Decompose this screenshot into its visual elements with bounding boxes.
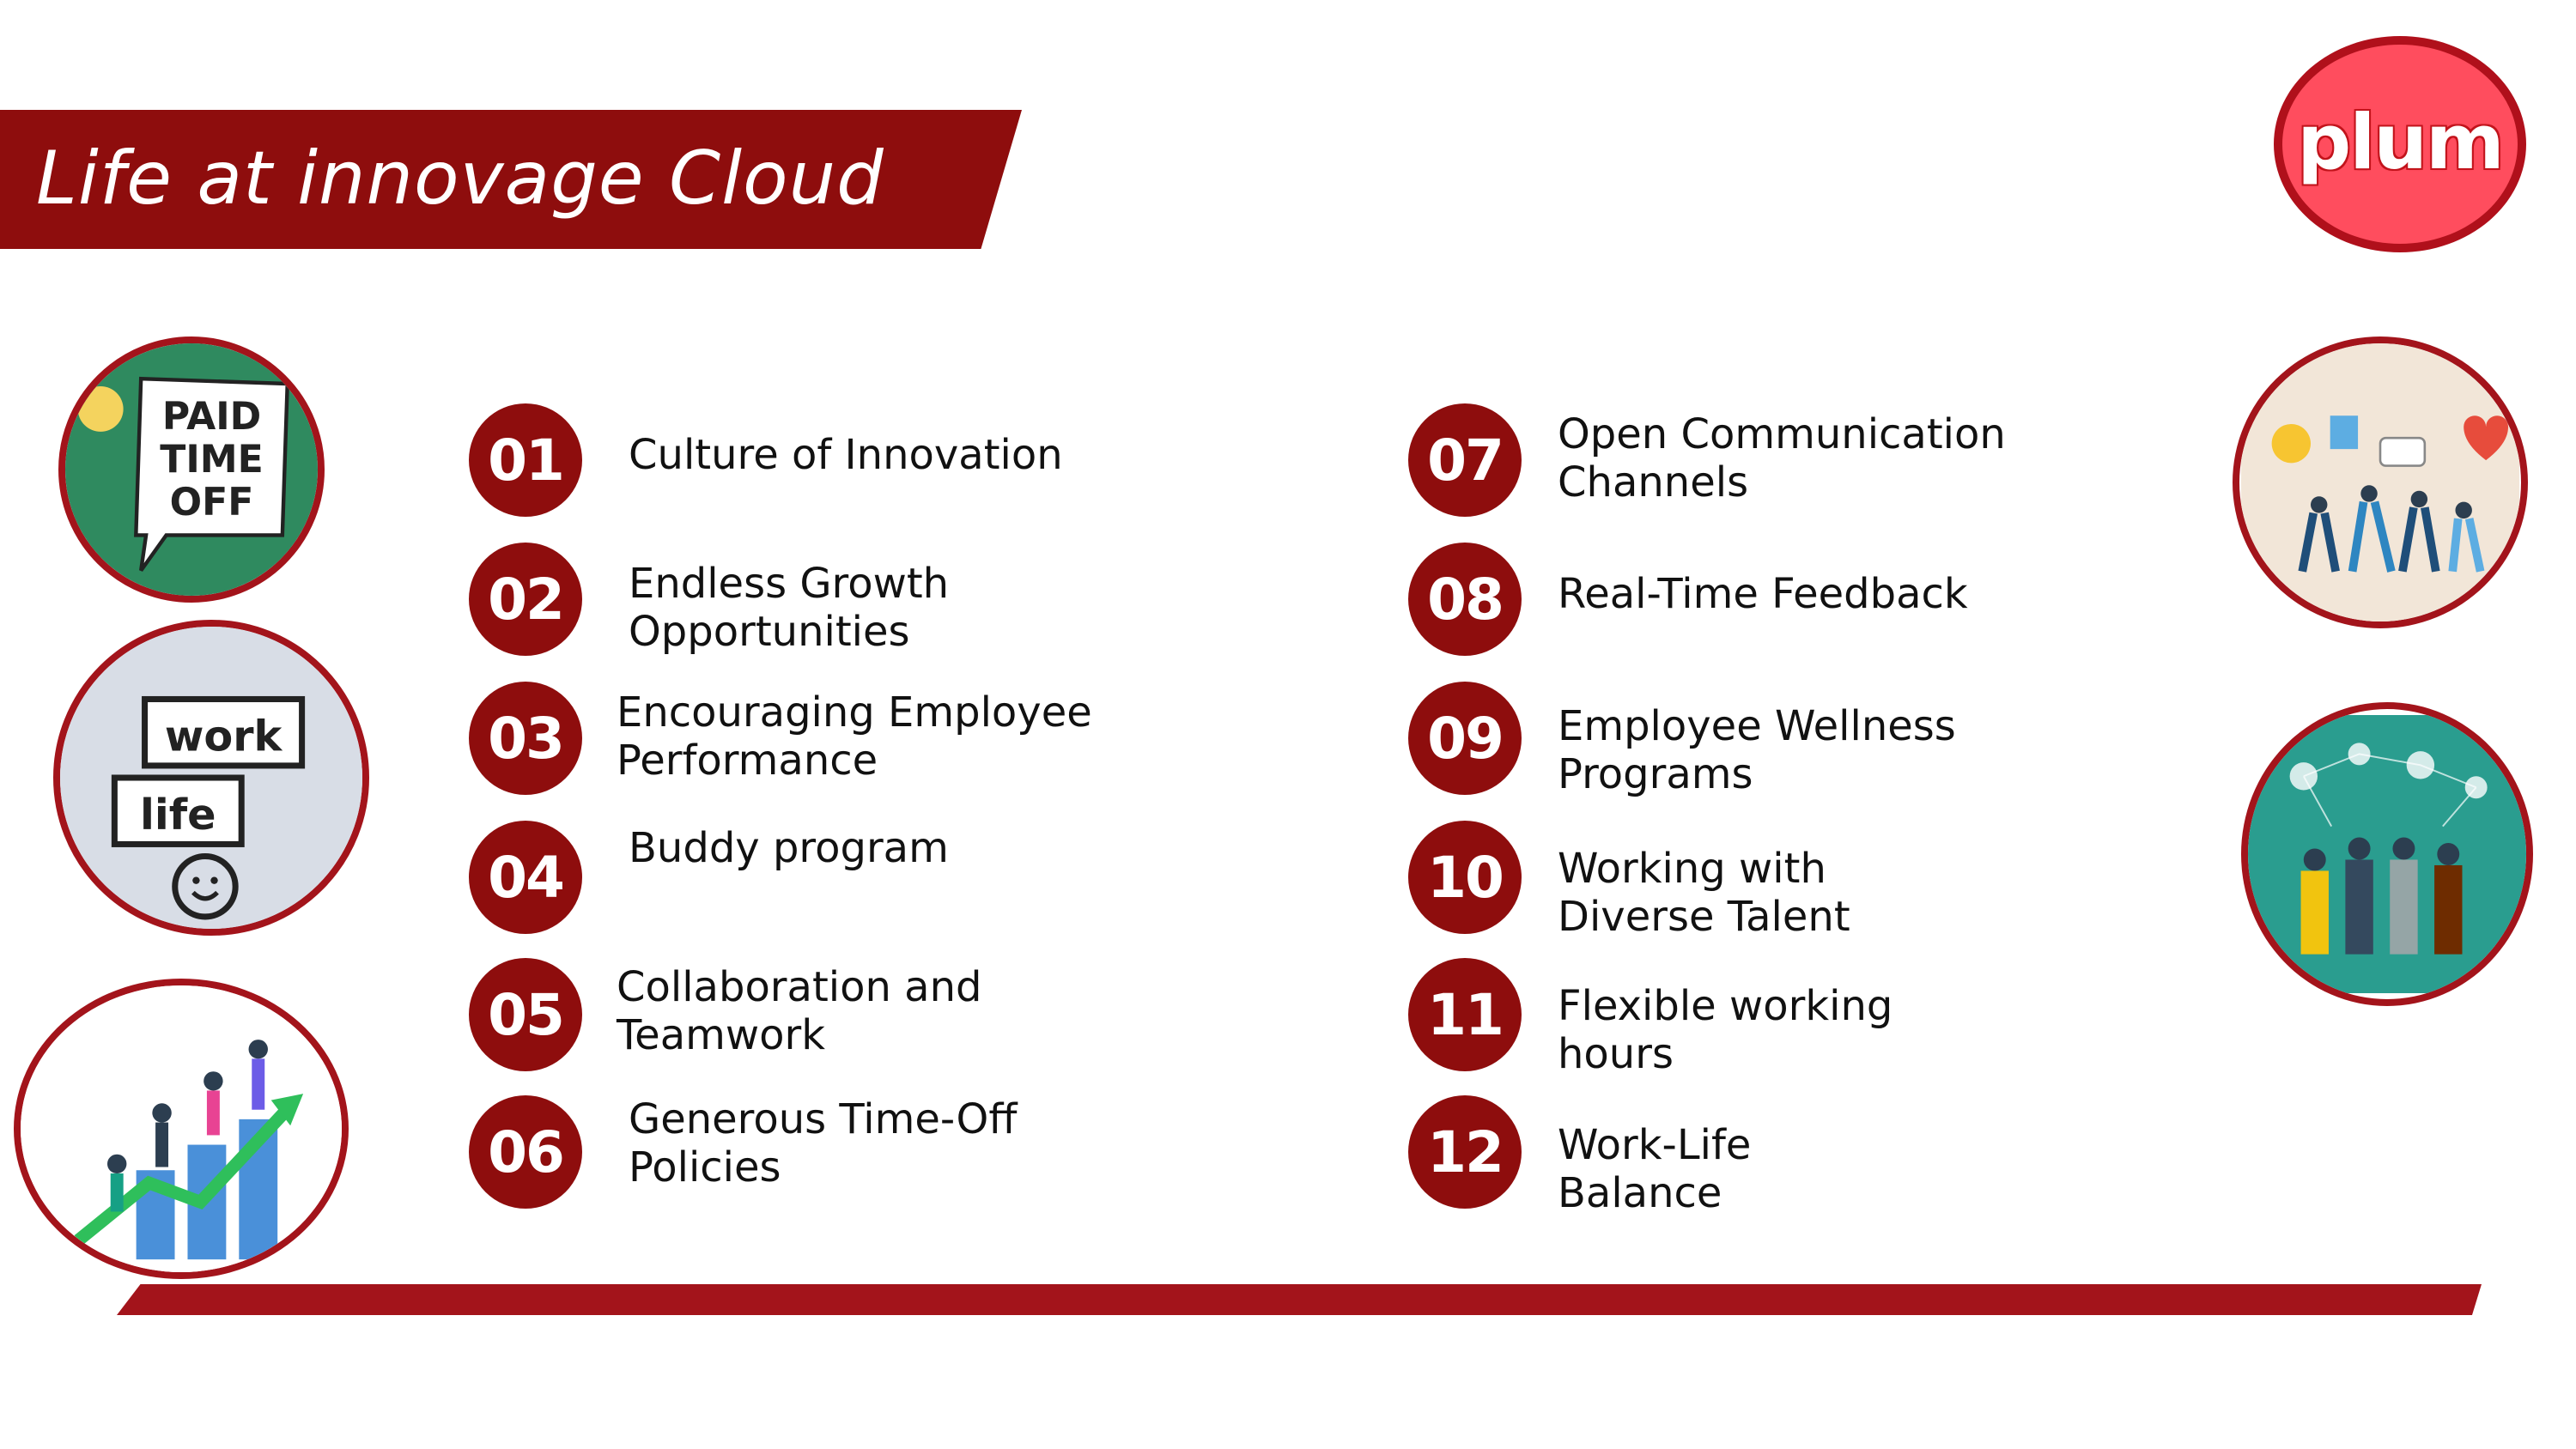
item-label-01: Culture of Innovation (629, 431, 1063, 479)
item-number-12: 12 (1408, 1095, 1522, 1209)
page-title: Life at innovage Cloud (36, 136, 884, 221)
item-line: Employee Wellness (1558, 702, 1956, 750)
work-text: work (165, 711, 283, 761)
item-label-04: Buddy program (629, 824, 949, 872)
title-banner: Life at innovage Cloud (0, 110, 1022, 249)
work-life-illustration: work life (60, 627, 362, 929)
item-number-10: 10 (1408, 821, 1522, 934)
celebration-illustration (2241, 343, 2519, 621)
item-label-05: Collaboration and Teamwork (617, 963, 981, 1059)
item-line: Flexible working (1558, 982, 1893, 1030)
item-line: hours (1558, 1030, 1674, 1078)
item-line: Buddy program (629, 824, 949, 872)
item-number-05: 05 (469, 958, 582, 1071)
item-line: Policies (629, 1143, 781, 1191)
item-line: Encouraging Employee (617, 688, 1092, 737)
item-label-02: Endless Growth Opportunities (629, 560, 949, 656)
item-label-11: Flexible working hours (1558, 982, 1893, 1078)
celebration-image (2233, 336, 2528, 628)
item-line: Endless Growth (629, 560, 950, 608)
item-line: Balance (1558, 1169, 1722, 1217)
logo-text: plum (2297, 97, 2504, 186)
item-line: Culture of Innovation (629, 431, 1063, 479)
item-number-11: 11 (1408, 958, 1522, 1071)
bottom-divider-bar (117, 1284, 2482, 1315)
item-line: Opportunities (629, 608, 910, 656)
plum-logo: plum (2274, 36, 2526, 252)
paid-time-off-image: PAID TIME OFF (58, 336, 325, 603)
team-network-illustration (2248, 715, 2526, 993)
growth-illustration (21, 985, 342, 1272)
item-line: Generous Time-Off (629, 1095, 1018, 1143)
item-number-08: 08 (1408, 543, 1522, 656)
item-label-08: Real-Time Feedback (1558, 570, 1968, 618)
item-line: Working with (1558, 845, 1826, 893)
item-line: Collaboration and (617, 963, 982, 1011)
item-number-04: 04 (469, 821, 582, 934)
item-number-03: 03 (469, 682, 582, 795)
off-text: OFF (170, 481, 254, 524)
item-number-07: 07 (1408, 403, 1522, 517)
item-number-06: 06 (469, 1095, 582, 1209)
item-number-09: 09 (1408, 682, 1522, 795)
item-label-03: Encouraging Employee Performance (617, 688, 1092, 785)
life-text: life (140, 790, 216, 840)
item-label-10: Working with Diverse Talent (1558, 845, 1850, 941)
item-number-01: 01 (469, 403, 582, 517)
item-line: Work-Life (1558, 1121, 1752, 1169)
item-label-12: Work-Life Balance (1558, 1121, 1751, 1217)
growth-image (14, 979, 349, 1279)
item-line: Programs (1558, 750, 1753, 798)
paid-time-off-illustration: PAID TIME OFF (65, 343, 318, 596)
item-label-09: Employee Wellness Programs (1558, 702, 1956, 798)
paid-text: PAID (162, 395, 261, 439)
item-line: Performance (617, 737, 878, 785)
time-text: TIME (160, 438, 263, 482)
item-line: Open Communication (1558, 410, 2006, 458)
team-network-image (2241, 702, 2533, 1006)
item-line: Channels (1558, 458, 1749, 506)
item-line: Teamwork (617, 1011, 826, 1059)
item-line: Real-Time Feedback (1558, 570, 1968, 618)
work-life-image: work life (53, 620, 369, 936)
item-number-02: 02 (469, 543, 582, 656)
item-label-07: Open Communication Channels (1558, 410, 2006, 506)
item-label-06: Generous Time-Off Policies (629, 1095, 1017, 1191)
item-line: Diverse Talent (1558, 893, 1850, 941)
